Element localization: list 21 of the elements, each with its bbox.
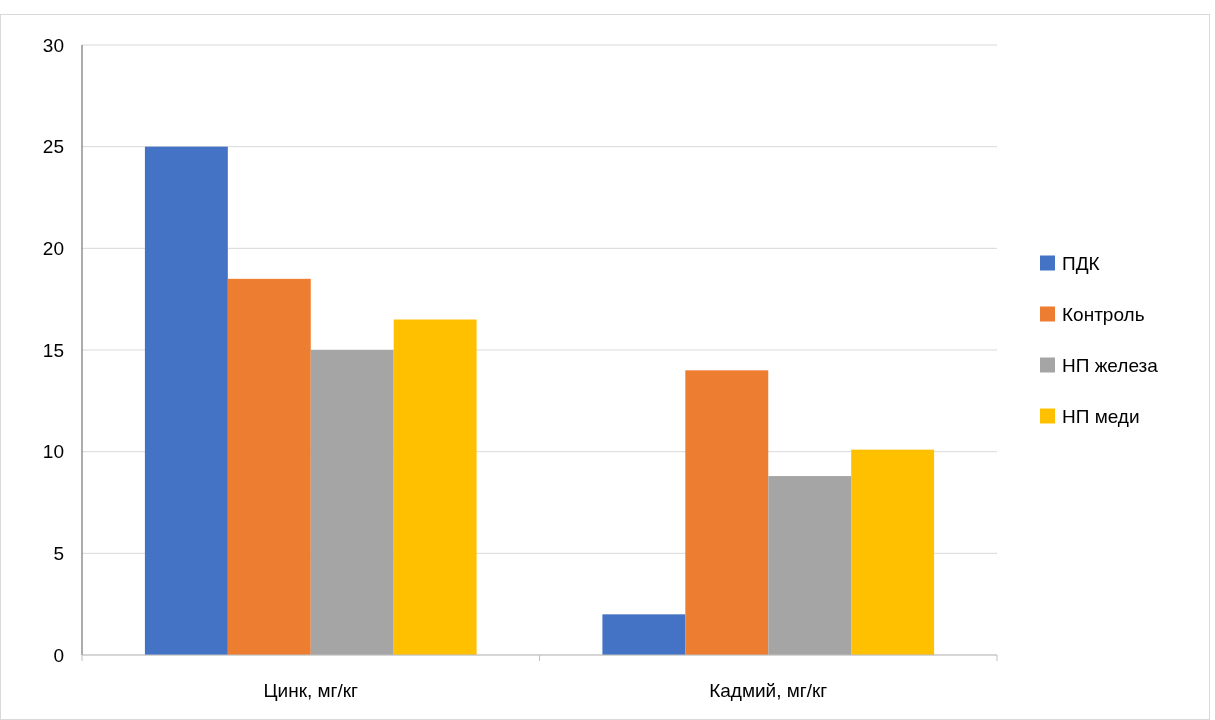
y-tick-label: 15 (42, 339, 64, 361)
bar (393, 319, 477, 655)
bar (310, 350, 394, 655)
y-tick-label: 5 (53, 542, 64, 564)
y-tick-label: 30 (42, 34, 64, 56)
bar (768, 476, 852, 655)
x-tick-label: Кадмий, мг/кг (709, 680, 828, 701)
bar (144, 146, 228, 655)
legend-label: ПДК (1062, 253, 1100, 275)
legend-label: НП меди (1062, 406, 1140, 428)
x-tick-label: Цинк, мг/кг (263, 680, 359, 701)
y-tick-label: 10 (42, 441, 64, 463)
legend-label: Контроль (1062, 304, 1145, 326)
bar (685, 370, 769, 655)
legend-label: НП железа (1062, 355, 1159, 377)
y-tick-label: 20 (42, 237, 64, 259)
y-tick-label: 0 (53, 644, 64, 666)
bar (227, 278, 311, 655)
bar (602, 614, 686, 655)
bar (851, 449, 935, 655)
y-tick-label: 25 (42, 136, 64, 158)
